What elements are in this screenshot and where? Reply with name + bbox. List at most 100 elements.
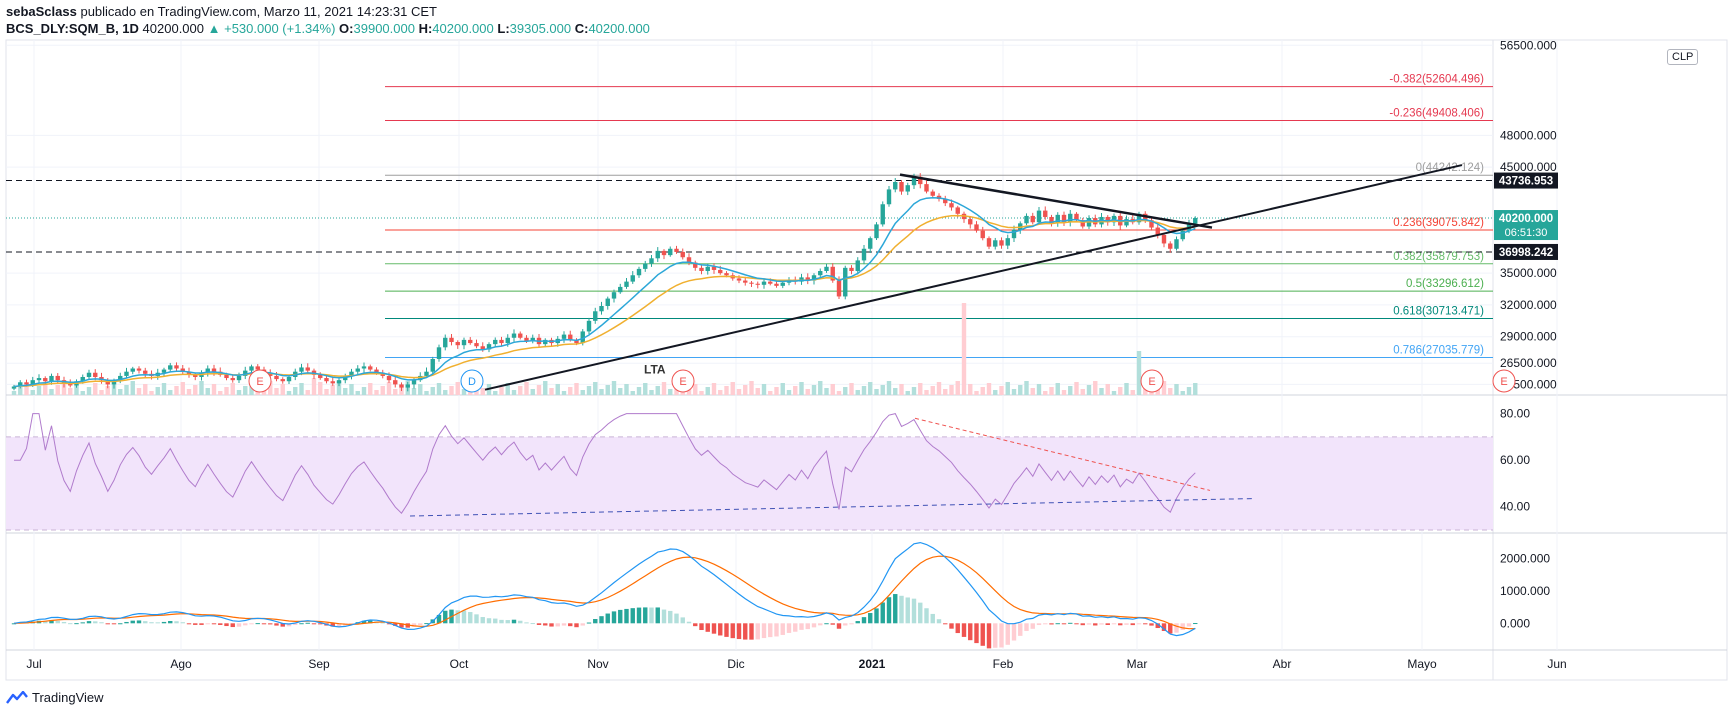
volume-bar: [624, 384, 629, 395]
macd-histogram-bar: [11, 623, 17, 625]
earnings-marker: [1492, 369, 1516, 393]
volume-bar: [305, 390, 310, 395]
volume-bar: [724, 386, 729, 395]
macd-histogram-bar: [474, 614, 479, 624]
volume-bar: [693, 384, 698, 395]
volume-bar: [55, 385, 60, 395]
candle-body: [668, 248, 673, 256]
x-tick-label: Dic: [727, 657, 744, 671]
volume-bar: [1174, 384, 1179, 395]
volume-bar: [943, 389, 948, 395]
candle-body: [455, 342, 460, 346]
macd-histogram-bar: [649, 607, 654, 624]
volume-bar: [974, 391, 979, 395]
candle-body: [399, 384, 404, 388]
volume-bar: [855, 390, 860, 395]
candle-body: [943, 198, 948, 204]
candle-body: [411, 380, 417, 385]
fib-level-label: 0.236(39075.842): [1393, 217, 1484, 229]
author-name[interactable]: sebaSclass: [6, 4, 77, 19]
candle-body: [461, 339, 467, 346]
macd-histogram-bar: [1043, 623, 1048, 625]
volume-bar: [561, 391, 567, 395]
macd-histogram-bar: [1161, 623, 1167, 631]
volume-bar: [224, 387, 229, 395]
candle-body: [643, 263, 648, 269]
downtrend-line: [899, 173, 1213, 229]
volume-bar: [911, 387, 917, 395]
tradingview-footer[interactable]: TradingView: [6, 690, 104, 705]
volume-bar: [455, 382, 460, 395]
volume-bar: [793, 386, 798, 395]
volume-bar: [118, 389, 123, 395]
volume-bar: [993, 390, 998, 395]
volume-bar: [218, 391, 223, 395]
rsi-line: [14, 413, 1196, 514]
macd-histogram-bar: [261, 623, 267, 625]
macd-histogram-bar: [143, 621, 148, 624]
event-marker-label: E: [1148, 376, 1155, 388]
volume-bar: [280, 384, 285, 395]
candle-body: [430, 358, 435, 372]
macd-histogram-bar: [636, 607, 642, 624]
candle-body: [305, 367, 310, 371]
volume-bar: [636, 387, 642, 395]
volume-bar: [536, 385, 542, 395]
volume-bar: [424, 391, 429, 395]
macd-histogram-bar: [655, 607, 660, 624]
macd-histogram-bar: [336, 623, 342, 627]
candle-body: [124, 371, 129, 376]
volume-bar: [436, 383, 442, 395]
macd-histogram-bar: [680, 617, 685, 624]
volume-bar: [868, 382, 873, 395]
candle-body: [611, 292, 617, 299]
macd-histogram-bar: [93, 621, 98, 624]
volume-bar: [105, 386, 110, 395]
volume-bar: [705, 387, 710, 395]
macd-histogram-bar: [924, 608, 929, 624]
macd-histogram-bar: [68, 623, 73, 625]
volume-bar: [1130, 390, 1135, 395]
candle-body: [80, 376, 85, 382]
volume-bar: [380, 386, 385, 395]
macd-line: [13, 541, 1196, 637]
candle-body: [755, 283, 760, 285]
candle-body: [986, 238, 992, 247]
candle-body: [186, 371, 192, 375]
macd-histogram-bar: [974, 623, 979, 644]
macd-histogram-bar: [1061, 623, 1067, 625]
macd-histogram-bar: [493, 618, 498, 624]
volume-bar: [193, 385, 198, 395]
symbol-name[interactable]: BCS_DLY:SQM_B, 1D: [6, 21, 139, 36]
currency-badge[interactable]: CLP: [1667, 49, 1699, 65]
macd-histogram-bar: [986, 623, 992, 649]
volume-bar: [924, 390, 929, 395]
volume-bar: [1080, 389, 1085, 395]
macd-histogram-bar: [643, 607, 648, 624]
macd-histogram-bar: [74, 623, 79, 625]
candle-body: [624, 281, 629, 287]
x-tick-label: Sep: [308, 657, 330, 671]
macd-histogram-bar: [86, 621, 92, 624]
low-label: L:: [497, 21, 510, 36]
macd-histogram-bar: [1011, 623, 1017, 641]
macd-histogram-bar: [1036, 623, 1042, 626]
macd-histogram-bar: [1124, 623, 1129, 625]
volume-bar: [80, 391, 85, 395]
macd-histogram-bar: [305, 622, 310, 624]
price-tick-label: 45000.000: [1500, 160, 1557, 174]
volume-bar: [743, 385, 748, 395]
macd-histogram-bar: [230, 623, 235, 628]
candle-body: [630, 275, 635, 282]
macd-histogram-bar: [749, 623, 754, 640]
volume-bar: [180, 382, 185, 395]
volume-bar: [555, 384, 560, 395]
volume-bar: [580, 390, 585, 395]
volume-bar: [768, 391, 773, 395]
macd-histogram-bar: [811, 623, 817, 628]
volume-bar: [905, 391, 910, 395]
volume-bar: [818, 381, 823, 395]
candle-body: [111, 381, 117, 385]
macd-histogram-bar: [711, 623, 717, 634]
